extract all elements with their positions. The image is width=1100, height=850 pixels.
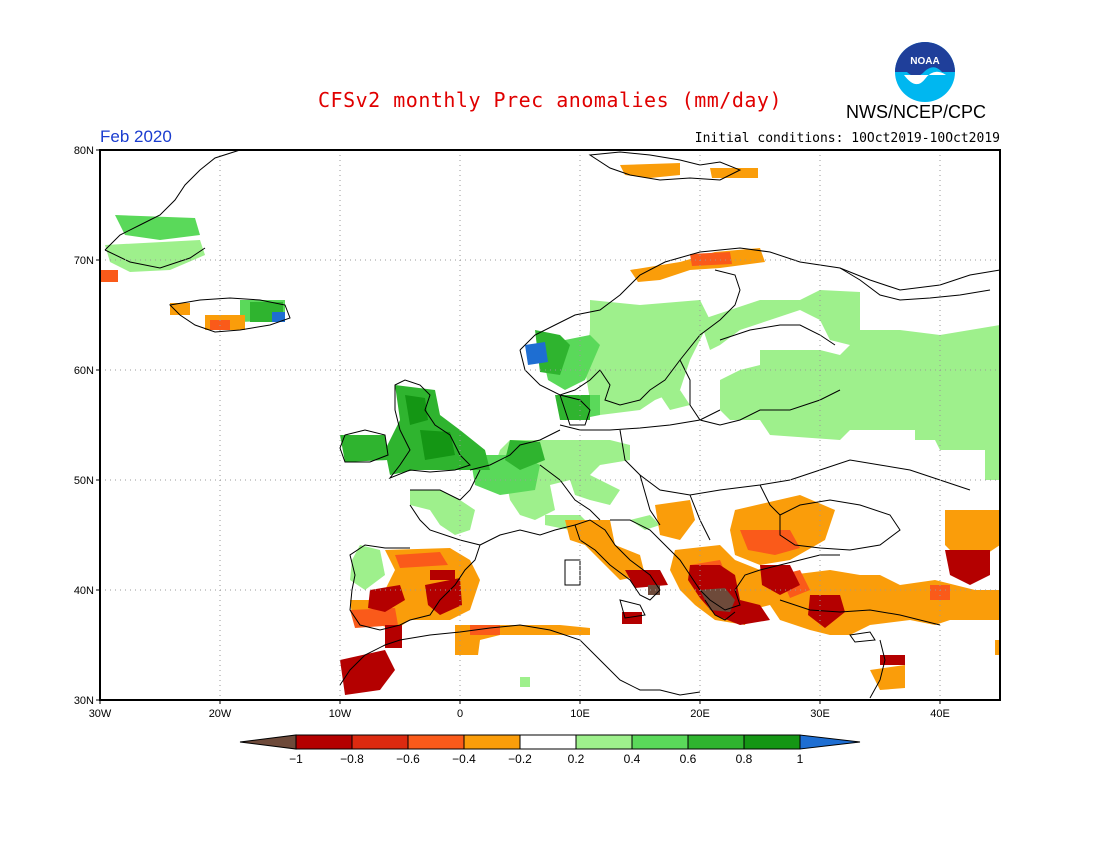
anomaly-field bbox=[100, 163, 1000, 695]
graticule bbox=[100, 150, 1000, 700]
lat-axis: 80N 70N 60N 50N 40N 30N bbox=[74, 145, 100, 707]
colorbar-bin bbox=[295, 734, 353, 750]
colorbar-bin bbox=[743, 734, 801, 750]
lat-label: 30N bbox=[74, 695, 94, 707]
colorbar-bin bbox=[351, 734, 409, 750]
lat-label: 60N bbox=[74, 365, 94, 377]
lat-label: 40N bbox=[74, 585, 94, 597]
lat-label: 70N bbox=[74, 255, 94, 267]
colorbar-max-arrow bbox=[799, 734, 861, 750]
lon-label: 30W bbox=[89, 708, 112, 720]
colorbar-label: −1 bbox=[289, 752, 303, 766]
colorbar-bin bbox=[631, 734, 689, 750]
colorbar-label: 0.8 bbox=[736, 752, 753, 766]
colorbar-bin bbox=[407, 734, 465, 750]
colorbar-label: 1 bbox=[797, 752, 804, 766]
lon-label: 10E bbox=[570, 708, 590, 720]
colorbar-min-arrow bbox=[239, 734, 297, 750]
colorbar-label: −0.4 bbox=[452, 752, 476, 766]
forecast-period: Feb 2020 bbox=[100, 127, 172, 146]
lon-label: 20E bbox=[690, 708, 710, 720]
colorbar-label: 0.4 bbox=[624, 752, 641, 766]
colorbar-label: −0.2 bbox=[508, 752, 532, 766]
lat-label: 80N bbox=[74, 145, 94, 157]
colorbar-label: −0.6 bbox=[396, 752, 420, 766]
initial-conditions: Initial conditions: 10Oct2019-10Oct2019 bbox=[694, 131, 1000, 146]
noaa-logo-icon: NOAA bbox=[895, 42, 955, 102]
lon-label: 0 bbox=[457, 708, 463, 720]
colorbar-label: 0.6 bbox=[680, 752, 697, 766]
lon-label: 30E bbox=[810, 708, 830, 720]
logo-text: NOAA bbox=[910, 56, 939, 67]
lon-label: 40E bbox=[930, 708, 950, 720]
colorbar-bin bbox=[575, 734, 633, 750]
colorbar-bin bbox=[463, 734, 521, 750]
colorbar-label: 0.2 bbox=[568, 752, 585, 766]
map-frame bbox=[99, 149, 1001, 701]
org-label: NWS/NCEP/CPC bbox=[846, 102, 987, 122]
lat-label: 50N bbox=[74, 475, 94, 487]
map-title: CFSv2 monthly Prec anomalies (mm/day) bbox=[317, 88, 783, 112]
colorbar-bin bbox=[519, 734, 577, 750]
colorbar-bin bbox=[687, 734, 745, 750]
lon-label: 20W bbox=[209, 708, 232, 720]
colorbar-label: −0.8 bbox=[340, 752, 364, 766]
lon-label: 10W bbox=[329, 708, 352, 720]
lon-axis: 30W 20W 10W 0 10E 20E 30E 40E bbox=[89, 700, 950, 720]
colorbar: −1 −0.8 −0.6 −0.4 −0.2 0.2 0.4 0.6 0.8 1 bbox=[239, 734, 861, 766]
